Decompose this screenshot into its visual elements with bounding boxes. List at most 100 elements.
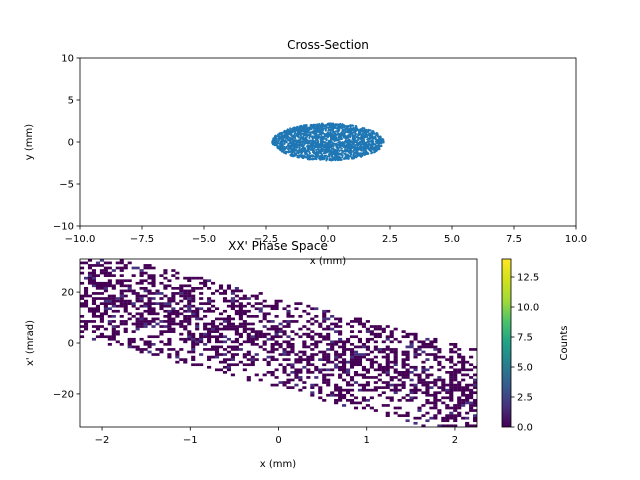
scatter-point — [298, 142, 302, 145]
heatmap-cell — [91, 320, 97, 323]
heatmap-cell — [91, 309, 97, 313]
heatmap-cell — [151, 353, 156, 356]
heatmap-cell — [230, 348, 235, 351]
heatmap-cell — [127, 284, 132, 288]
heatmap-cell — [445, 358, 450, 361]
heatmap-cell — [282, 340, 287, 344]
heatmap-cell — [345, 391, 351, 395]
heatmap-cell — [143, 266, 148, 270]
heatmap-cells — [80, 259, 477, 427]
heatmap-cell — [139, 297, 144, 300]
heatmap-cell — [107, 266, 112, 270]
heatmap-cell — [425, 388, 430, 392]
heatmap-cell — [139, 287, 144, 290]
scatter-point — [380, 138, 383, 141]
scatter-point — [348, 143, 351, 146]
heatmap-cell — [91, 274, 97, 277]
heatmap-cell — [262, 340, 267, 344]
heatmap-cell — [183, 317, 188, 321]
heatmap-cell — [207, 337, 212, 341]
heatmap-cell — [175, 287, 180, 290]
heatmap-cell — [457, 381, 462, 384]
heatmap-cell — [393, 355, 398, 359]
y-tick-label: −5 — [59, 180, 74, 191]
heatmap-cell — [393, 358, 398, 361]
scatter-point — [324, 155, 327, 158]
heatmap-cell — [103, 302, 108, 305]
heatmap-cell — [365, 376, 370, 379]
heatmap-cell — [361, 353, 366, 356]
scatter-point — [312, 132, 315, 135]
heatmap-cell — [361, 368, 366, 372]
heatmap-cell — [163, 320, 168, 323]
heatmap-cell — [95, 325, 100, 328]
heatmap-cell — [183, 337, 188, 341]
heatmap-cell — [151, 284, 156, 288]
heatmap-cell — [338, 320, 343, 323]
heatmap-cell — [465, 401, 470, 405]
heatmap-cell — [369, 330, 374, 333]
scatter-point — [376, 139, 379, 142]
heatmap-cell — [230, 353, 235, 356]
scatter-point — [329, 157, 332, 160]
scatter-point — [339, 133, 342, 136]
heatmap-cell — [310, 363, 315, 367]
scatter-point — [283, 140, 286, 143]
heatmap-cell — [445, 416, 450, 420]
heatmap-cell — [191, 345, 196, 349]
heatmap-cell — [99, 269, 104, 272]
heatmap-cell — [361, 373, 366, 377]
heatmap-cell — [123, 307, 128, 311]
heatmap-cell — [286, 386, 291, 389]
scatter-point — [297, 133, 300, 136]
heatmap-cell — [87, 274, 93, 277]
scatter-point — [340, 124, 343, 127]
heatmap-cell — [345, 368, 351, 372]
heatmap-cell — [195, 343, 200, 346]
heatmap-cell — [143, 279, 148, 283]
heatmap-cell — [187, 304, 192, 308]
heatmap-cell — [330, 315, 335, 318]
scatter-point — [346, 145, 349, 149]
heatmap-cell — [433, 401, 438, 405]
heatmap-cell — [80, 297, 85, 300]
heatmap-cell — [401, 376, 406, 379]
heatmap-cell — [421, 343, 426, 346]
heatmap-cell — [306, 363, 311, 367]
heatmap-cell — [143, 304, 148, 308]
scatter-point — [331, 133, 334, 137]
heatmap-cell — [338, 332, 343, 336]
scatter-point — [284, 133, 287, 136]
heatmap-cell — [461, 391, 466, 395]
heatmap-cell — [389, 332, 394, 336]
heatmap-cell — [437, 355, 442, 359]
heatmap-cell — [159, 320, 164, 323]
heatmap-cell — [302, 343, 307, 346]
heatmap-cell — [338, 353, 343, 356]
heatmap-cell — [369, 376, 374, 379]
heatmap-cell — [171, 274, 176, 277]
heatmap-cell — [99, 315, 104, 318]
heatmap-cell — [401, 360, 406, 364]
heatmap-cell — [246, 376, 251, 379]
heatmap-cell — [294, 371, 299, 374]
heatmap-cell — [330, 322, 335, 326]
heatmap-cell — [143, 271, 148, 275]
heatmap-cell — [294, 368, 299, 372]
scatter-point — [355, 156, 358, 159]
heatmap-cell — [465, 399, 470, 402]
heatmap-cell — [330, 340, 335, 344]
heatmap-cell — [465, 360, 470, 364]
heatmap-cell — [405, 335, 410, 339]
heatmap-cell — [429, 365, 434, 369]
heatmap-cell — [377, 327, 382, 331]
heatmap-cell — [91, 299, 97, 303]
heatmap-cell — [111, 335, 116, 339]
scatter-point — [362, 134, 365, 137]
heatmap-cell — [246, 350, 251, 354]
heatmap-cell — [326, 317, 331, 321]
heatmap-cell — [167, 343, 172, 346]
heatmap-cell — [266, 355, 271, 359]
heatmap-cell — [349, 401, 355, 405]
heatmap-cell — [131, 322, 136, 326]
